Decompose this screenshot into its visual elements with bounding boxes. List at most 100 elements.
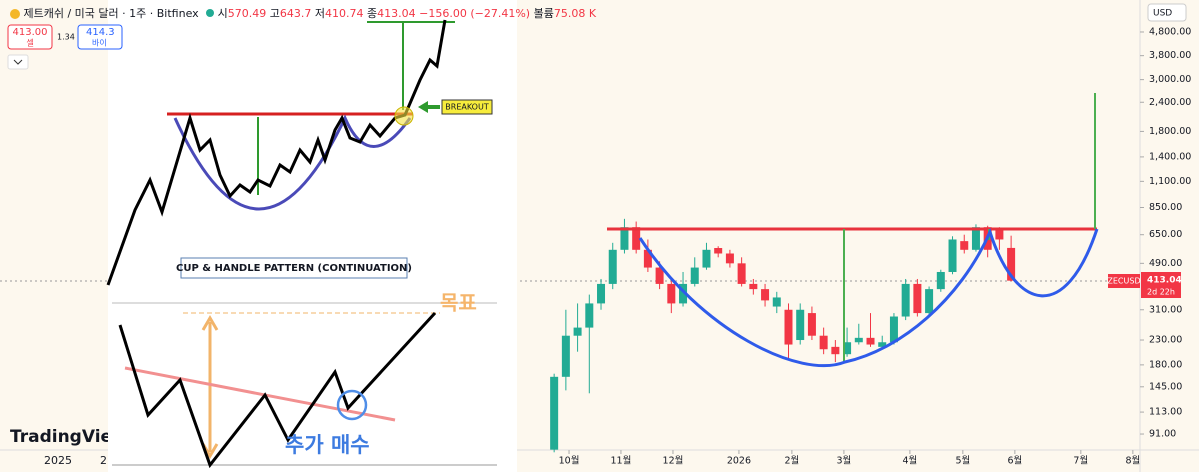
collapse-button[interactable] — [7, 54, 29, 70]
y-tick-label: 1,400.00 — [1149, 151, 1191, 162]
countdown: 2d 22h — [1147, 288, 1175, 297]
overlay-marker — [394, 106, 414, 126]
y-tick-label: 230.00 — [1149, 335, 1182, 346]
y-tick-label: 4,800.00 — [1149, 26, 1191, 37]
symbol-tag — [1108, 274, 1140, 288]
candle-body — [749, 283, 758, 290]
time-label: 2 — [100, 454, 107, 467]
candle-body — [948, 239, 957, 272]
y-tick-label: 3,800.00 — [1149, 50, 1191, 61]
candle-body — [960, 241, 969, 250]
candle-body — [690, 267, 699, 284]
price-tag — [1141, 272, 1181, 298]
y-tick-label: 2,400.00 — [1149, 97, 1191, 108]
time-label: 2025 — [44, 454, 72, 467]
ohlc-label: 고 — [269, 7, 280, 20]
x-tick-label: 3월 — [837, 455, 852, 467]
buy-label: 바이 — [92, 38, 107, 48]
candle-body — [585, 303, 594, 328]
x-tick-label: 11월 — [611, 455, 632, 467]
candle-body — [643, 249, 652, 268]
symbol: 제트캐쉬 / 미국 달러 · 1주 · Bitfinex — [23, 7, 199, 20]
y-tick-label: 3,000.00 — [1149, 74, 1191, 85]
candle-body — [702, 249, 711, 268]
candle-body — [796, 309, 805, 341]
candle-body — [843, 342, 852, 355]
ohlc-value: 643.7 — [279, 7, 312, 20]
y-tick-label: 650.00 — [1149, 229, 1182, 240]
candle-body — [866, 337, 875, 345]
overlay-box — [180, 257, 408, 279]
x-tick-label: 12월 — [663, 455, 684, 467]
y-tick-label: 145.00 — [1149, 381, 1182, 392]
candle-body — [831, 346, 840, 355]
currency: USD — [1153, 9, 1172, 19]
ohlc-value: 570.49 — [227, 7, 267, 20]
overlay-box — [441, 99, 493, 115]
overlay-cup — [108, 0, 517, 300]
candle-body — [597, 283, 606, 304]
candle-body — [772, 297, 781, 307]
overlay-arrow — [418, 101, 440, 113]
symbol-label: ZECUSD — [1107, 277, 1140, 286]
y-tick-label: 1,800.00 — [1149, 126, 1191, 137]
overlay-marker — [336, 389, 368, 421]
candle-body — [725, 253, 734, 264]
last-price: 413.04 — [1147, 276, 1182, 286]
overlay-price — [118, 311, 437, 469]
candle-body — [913, 283, 922, 314]
candle-body — [889, 316, 898, 343]
ohlc-value: 410.74 — [325, 7, 364, 20]
sell-label: 셀 — [26, 38, 33, 48]
spread: 1.34 — [57, 33, 75, 42]
candle-body — [620, 227, 629, 250]
candle-body — [995, 228, 1004, 240]
ohlc-label: 시 — [217, 7, 228, 20]
volume-label: 볼륨 — [533, 7, 554, 20]
candle-body — [714, 248, 723, 254]
candle-body — [550, 376, 559, 450]
y-tick-label: 850.00 — [1149, 202, 1182, 213]
coin-icon — [10, 9, 20, 19]
overlay-cup-curve — [173, 114, 412, 211]
y-tick-label: 91.00 — [1149, 429, 1176, 440]
y-tick-label: 310.00 — [1149, 304, 1182, 315]
change: −156.00 (−27.41%) — [419, 7, 531, 20]
candle-body — [667, 283, 676, 304]
candle-body — [901, 283, 910, 317]
y-tick-label: 113.00 — [1149, 407, 1182, 418]
y-tick-label: 180.00 — [1149, 359, 1182, 370]
candle-body — [632, 227, 641, 250]
x-tick-label: 2월 — [784, 455, 799, 467]
candle-body — [679, 283, 688, 304]
buy-button[interactable] — [77, 24, 123, 50]
y-tick-label: 1,100.00 — [1149, 176, 1191, 187]
candle-body — [971, 227, 980, 250]
candle-body — [761, 289, 770, 301]
sell-button[interactable] — [7, 24, 53, 50]
ohlc-value: 413.04 — [377, 7, 416, 20]
candle-body — [655, 267, 664, 284]
candle-body — [854, 337, 863, 343]
sell-price: 413.00 — [13, 27, 48, 38]
candle-body — [925, 289, 934, 314]
candle-body — [807, 313, 816, 336]
overlay-title: CUP & HANDLE PATTERN (CONTINUATION) — [176, 263, 412, 274]
candle-body — [1007, 247, 1016, 281]
currency-button[interactable] — [1147, 3, 1187, 22]
candle-body — [561, 335, 570, 377]
x-tick-label: 10월 — [559, 455, 580, 467]
overlay-trendline — [124, 366, 396, 422]
candle-body — [573, 327, 582, 336]
x-tick-label: 4월 — [902, 455, 917, 467]
candle-body — [737, 263, 746, 284]
cup-curve — [638, 227, 1099, 368]
x-tick-label: 2026 — [727, 456, 751, 467]
candle-body — [878, 342, 887, 347]
candle-body — [784, 309, 793, 345]
ohlc-label: 종 — [367, 7, 378, 20]
branding: TradingView — [10, 427, 128, 447]
y-tick-label: 490.00 — [1149, 258, 1182, 269]
header: 제트캐쉬 / 미국 달러 · 1주 · Bitfinex 시570.49 고64… — [10, 5, 596, 21]
